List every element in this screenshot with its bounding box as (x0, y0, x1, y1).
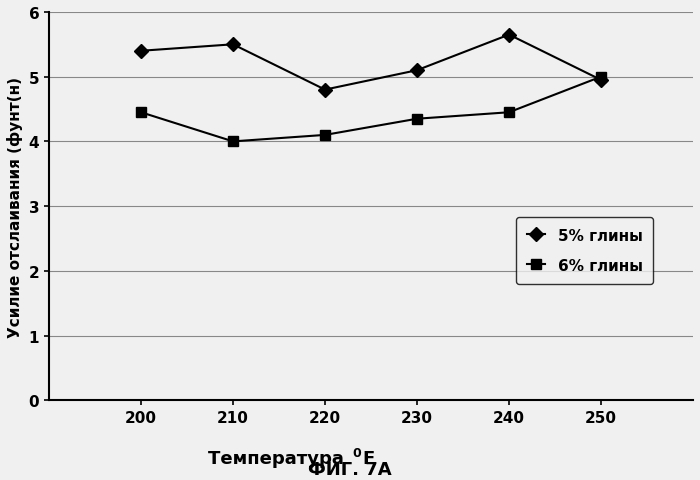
6% глины (136, 110, 145, 116)
6% глины (229, 139, 237, 145)
Y-axis label: Усилие отслаивания (фунт(н): Усилие отслаивания (фунт(н) (7, 76, 23, 337)
5% глины (597, 78, 606, 84)
Text: ФИГ. 7А: ФИГ. 7А (308, 460, 392, 478)
5% глины (413, 68, 421, 74)
6% глины (321, 133, 329, 139)
Text: 0: 0 (352, 445, 361, 459)
Text: Температура: Температура (208, 449, 350, 468)
5% глины (229, 42, 237, 48)
5% глины (505, 33, 513, 38)
Text: F: F (363, 449, 375, 468)
Legend: 5% глины, 6% глины: 5% глины, 6% глины (517, 217, 653, 284)
6% глины (413, 117, 421, 122)
Line: 6% глины: 6% глины (136, 72, 606, 147)
5% глины (321, 87, 329, 93)
6% глины (597, 74, 606, 80)
Line: 5% глины: 5% глины (136, 31, 606, 95)
6% глины (505, 110, 513, 116)
5% глины (136, 49, 145, 55)
